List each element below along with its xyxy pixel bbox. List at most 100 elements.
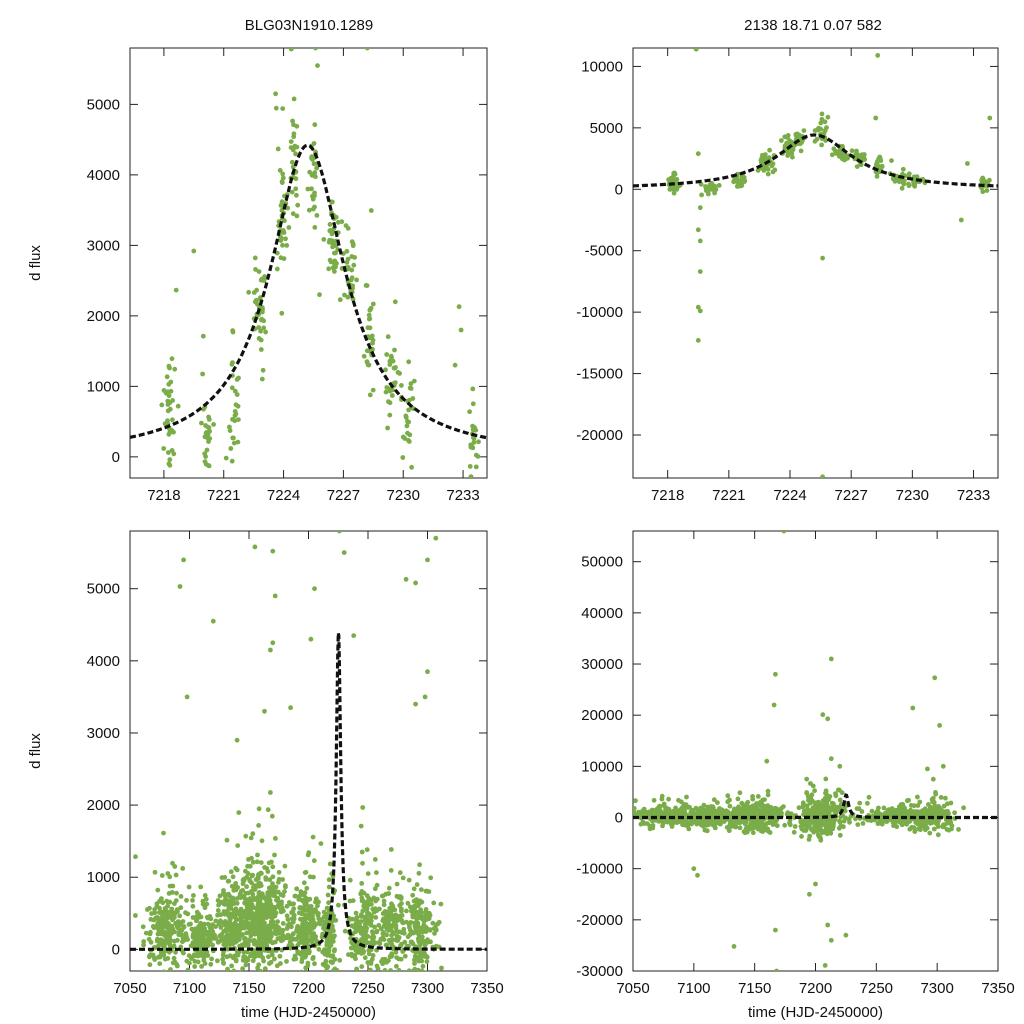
data-point [157,961,163,966]
data-point [328,259,334,265]
data-point [906,183,912,189]
data-point [941,809,947,815]
data-point [312,122,318,128]
data-point [774,823,780,829]
data-point [274,904,280,910]
data-point [259,838,265,844]
data-point [422,954,427,959]
x-tick-label: 7350 [470,980,503,997]
data-point [161,830,166,836]
data-point [399,383,404,388]
data-point [703,188,709,193]
data-point [708,804,714,809]
data-point-outlier [268,647,273,653]
data-point [160,951,166,956]
data-point [284,243,290,248]
data-point [316,920,322,926]
data-point [345,225,351,231]
data-point [205,435,210,441]
model-curve [130,143,487,440]
data-point [247,863,253,869]
data-point-outlier [317,292,322,298]
data-point [332,956,338,962]
data-point [175,919,181,924]
data-point [262,274,268,279]
data-point [773,819,778,824]
data-point [935,832,941,838]
data-point [256,929,261,934]
data-points [666,48,993,478]
data-point [704,828,710,834]
data-point-outlier [184,694,190,700]
data-point [237,943,243,949]
data-point [712,808,718,814]
data-point [423,913,428,919]
data-point [931,826,937,832]
data-point [171,955,177,961]
data-point [364,847,370,853]
data-point [761,806,767,812]
data-point [162,929,168,935]
data-point [309,186,314,192]
data-point [470,386,476,392]
x-tick-label: 7233 [446,487,479,504]
data-point [754,801,759,806]
data-point [221,961,227,966]
data-point [168,967,173,971]
data-point-outlier [273,91,278,97]
data-point [222,911,228,917]
data-point [242,936,247,942]
data-point [164,935,170,940]
data-point [225,966,230,971]
data-point [758,811,764,817]
data-point [299,911,305,917]
data-point [906,171,912,177]
data-point [227,428,233,433]
data-point [361,949,367,954]
data-point [352,255,357,260]
data-point [248,951,254,957]
data-point [755,168,761,173]
data-point [383,942,389,948]
data-point [331,968,336,971]
data-point [169,906,175,912]
data-point [367,967,373,971]
data-point [854,151,859,156]
data-point [202,489,207,494]
data-point [259,911,264,917]
data-point [370,931,376,936]
x-tick-label: 7200 [292,980,325,997]
data-point [267,975,272,980]
data-point [231,440,237,446]
data-point [191,893,196,898]
data-point [392,347,397,353]
data-point [233,912,239,918]
data-point [258,337,264,343]
data-point [930,776,936,782]
x-tick-label: 7350 [981,980,1014,997]
data-points [133,531,444,980]
data-point [293,893,298,899]
y-tick-label: 5000 [87,581,120,598]
y-tick-label: 0 [615,810,623,827]
data-point [838,823,844,829]
data-point [225,921,231,926]
data-point [234,900,240,906]
data-point [294,144,300,150]
y-tick-label: -20000 [576,427,623,444]
data-point [252,949,257,954]
data-point [372,857,378,862]
data-point [247,896,253,901]
data-point [361,353,367,359]
data-point [266,860,272,866]
data-point [175,937,180,943]
data-point [276,879,281,885]
data-point [328,959,334,965]
data-point [387,358,393,364]
data-point [842,152,847,158]
data-point [349,267,355,273]
data-point-outlier [691,866,697,872]
data-point [467,464,473,469]
data-point [159,873,165,878]
data-point [285,205,291,211]
